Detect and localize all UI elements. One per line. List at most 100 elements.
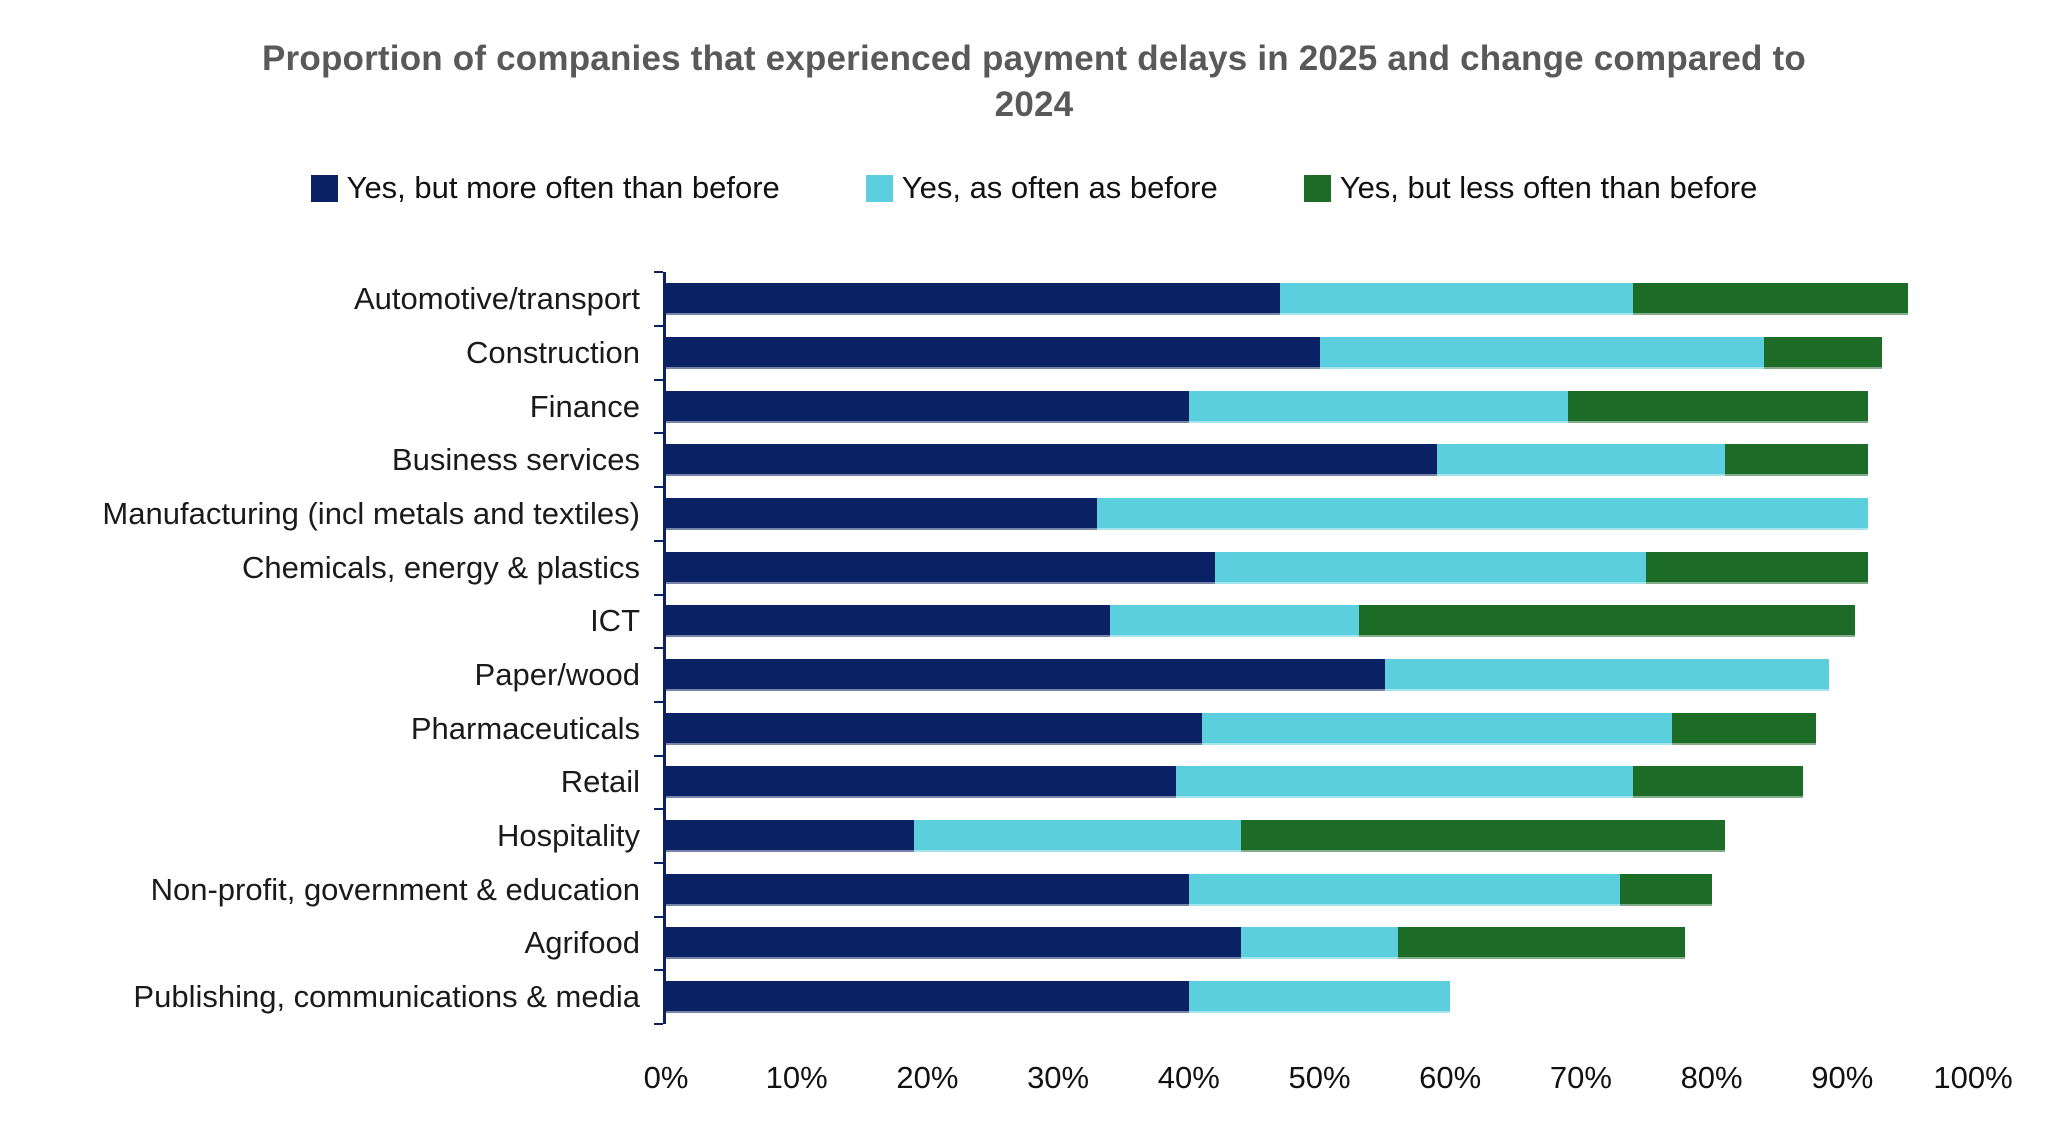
bar-track	[666, 659, 1973, 692]
legend-item-as-often: Yes, as often as before	[865, 170, 1218, 206]
bar-segment-series-1	[1188, 981, 1451, 1014]
bar-segment-series-1	[1384, 659, 1830, 692]
bar-segment-series-2	[1763, 336, 1882, 369]
chart-row: Finance	[530, 378, 1973, 434]
legend-item-less-often: Yes, but less often than before	[1303, 170, 1758, 206]
bar-segment-series-0	[666, 551, 1215, 584]
bar-segment-series-0	[666, 390, 1189, 423]
category-label: Chemicals, energy & plastics	[242, 549, 640, 585]
bar-track	[666, 283, 1973, 316]
category-label: Retail	[560, 764, 640, 800]
bar-track	[666, 336, 1973, 369]
bar-segment-series-2	[1633, 766, 1804, 799]
x-axis-tick-label: 100%	[1933, 1060, 2013, 1095]
bar-track	[666, 766, 1973, 799]
bar-segment-series-1	[1188, 873, 1621, 906]
category-label: Publishing, communications & media	[133, 979, 640, 1015]
category-label: Business services	[391, 442, 640, 478]
x-axis-tick-label: 30%	[1027, 1060, 1090, 1095]
chart-row: Automotive/transport	[354, 271, 1973, 326]
bar-segment-series-1	[1188, 390, 1568, 423]
bar-segment-series-2	[1724, 444, 1869, 477]
category-label: Non-profit, government & education	[150, 871, 640, 907]
chart-title: Proportion of companies that experienced…	[262, 39, 1806, 125]
chart-row: Manufacturing (incl metals and textiles)	[102, 486, 1973, 541]
bar-segment-series-1	[1175, 766, 1634, 799]
bar-segment-series-0	[666, 927, 1242, 960]
chart-legend: Yes, but more often than before Yes, as …	[0, 170, 2068, 206]
x-axis-tick-label: 70%	[1549, 1060, 1612, 1095]
chart-row: Non-profit, government & education	[151, 861, 1973, 917]
legend-label-less-often: Yes, but less often than before	[1339, 170, 1758, 206]
chart-row: Chemicals, energy & plastics	[242, 539, 1973, 595]
bar-segment-series-0	[666, 605, 1111, 638]
bar-track	[666, 981, 1973, 1014]
x-axis-tick-label: 80%	[1680, 1060, 1743, 1095]
bar-segment-series-0	[666, 873, 1189, 906]
bar-segment-series-1	[1280, 283, 1634, 316]
bar-track	[666, 820, 1973, 853]
x-axis-tick-label: 40%	[1157, 1060, 1220, 1095]
bar-segment-series-2	[1358, 605, 1856, 638]
x-axis: 0% 10% 20% 30% 40% 50% 60% 70% 80% 90% 100%	[644, 1046, 2013, 1106]
category-label: ICT	[590, 603, 640, 639]
bar-segment-series-2	[1567, 390, 1869, 423]
chart-row: Business services	[392, 432, 1973, 487]
category-label: Manufacturing (incl metals and textiles)	[102, 495, 640, 531]
x-axis-tick-label: 0%	[643, 1060, 689, 1095]
bar-track	[666, 551, 1973, 584]
legend-swatch-more-often	[310, 174, 338, 202]
category-label: Agrifood	[524, 925, 640, 961]
legend-swatch-less-often	[1303, 174, 1331, 202]
bar-segment-series-0	[666, 981, 1189, 1014]
x-axis-tick-label: 10%	[765, 1060, 828, 1095]
chart-row: Publishing, communications & media	[133, 969, 1973, 1024]
x-axis-tick-label: 60%	[1419, 1060, 1482, 1095]
x-axis-tick-label: 50%	[1288, 1060, 1351, 1095]
bar-segment-series-1	[1097, 497, 1869, 530]
bar-segment-series-0	[666, 820, 915, 853]
legend-label-more-often: Yes, but more often than before	[346, 170, 780, 206]
bar-segment-series-1	[1437, 444, 1725, 477]
chart-row: Pharmaceuticals	[411, 700, 1973, 756]
chart-rows: Automotive/transport Construction Finance B…	[102, 271, 1973, 1025]
bar-track	[666, 927, 1973, 960]
bar-segment-series-1	[1110, 605, 1359, 638]
bar-segment-series-2	[1241, 820, 1725, 853]
bar-segment-series-2	[1646, 551, 1869, 584]
chart-row: Agrifood	[525, 915, 1973, 971]
chart-row: Paper/wood	[475, 647, 1973, 702]
bar-segment-series-1	[914, 820, 1242, 853]
bar-segment-series-2	[1633, 283, 1908, 316]
legend-swatch-as-often	[865, 174, 893, 202]
bar-track	[666, 444, 1973, 477]
legend-label-as-often: Yes, as often as before	[901, 170, 1218, 206]
bar-segment-series-2	[1620, 873, 1712, 906]
category-label: Construction	[465, 334, 640, 370]
bar-track	[666, 497, 1973, 530]
bar-track	[666, 873, 1973, 906]
bar-segment-series-1	[1201, 712, 1673, 745]
stacked-bar-chart: Automotive/transport Construction Finance B…	[0, 271, 2068, 1106]
x-axis-tick-label: 20%	[896, 1060, 959, 1095]
chart-row: Retail	[561, 754, 1973, 810]
category-label: Automotive/transport	[353, 281, 640, 317]
category-label: Finance	[529, 388, 640, 424]
bar-segment-series-0	[666, 336, 1320, 369]
category-label: Hospitality	[497, 818, 640, 854]
category-label: Paper/wood	[474, 657, 640, 693]
category-label: Pharmaceuticals	[410, 710, 640, 746]
bar-track	[666, 605, 1973, 638]
bar-segment-series-0	[666, 712, 1202, 745]
bar-segment-series-2	[1672, 712, 1817, 745]
bar-segment-series-2	[1397, 927, 1686, 960]
legend-item-more-often: Yes, but more often than before	[310, 170, 780, 206]
chart-row: Hospitality	[497, 808, 1973, 863]
chart-row: Construction	[466, 325, 1973, 380]
bar-segment-series-0	[666, 444, 1438, 477]
bar-segment-series-1	[1214, 551, 1647, 584]
bar-segment-series-1	[1241, 927, 1398, 960]
bar-track	[666, 390, 1973, 423]
bar-segment-series-0	[666, 283, 1281, 316]
